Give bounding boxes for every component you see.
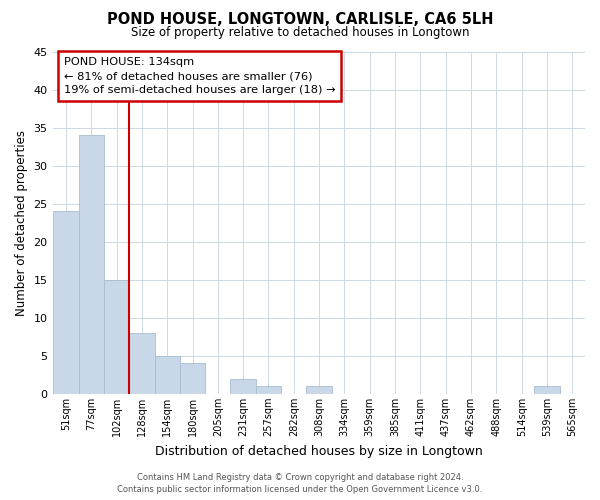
- Bar: [230, 378, 256, 394]
- Bar: [104, 280, 129, 394]
- Text: POND HOUSE, LONGTOWN, CARLISLE, CA6 5LH: POND HOUSE, LONGTOWN, CARLISLE, CA6 5LH: [107, 12, 493, 28]
- Bar: [307, 386, 332, 394]
- Bar: [79, 135, 104, 394]
- Bar: [535, 386, 560, 394]
- Bar: [129, 333, 155, 394]
- Bar: [155, 356, 180, 394]
- Text: POND HOUSE: 134sqm
← 81% of detached houses are smaller (76)
19% of semi-detache: POND HOUSE: 134sqm ← 81% of detached hou…: [64, 56, 335, 96]
- Bar: [180, 364, 205, 394]
- X-axis label: Distribution of detached houses by size in Longtown: Distribution of detached houses by size …: [155, 444, 483, 458]
- Bar: [256, 386, 281, 394]
- Y-axis label: Number of detached properties: Number of detached properties: [15, 130, 28, 316]
- Bar: [53, 212, 79, 394]
- Text: Size of property relative to detached houses in Longtown: Size of property relative to detached ho…: [131, 26, 469, 39]
- Text: Contains HM Land Registry data © Crown copyright and database right 2024.
Contai: Contains HM Land Registry data © Crown c…: [118, 472, 482, 494]
